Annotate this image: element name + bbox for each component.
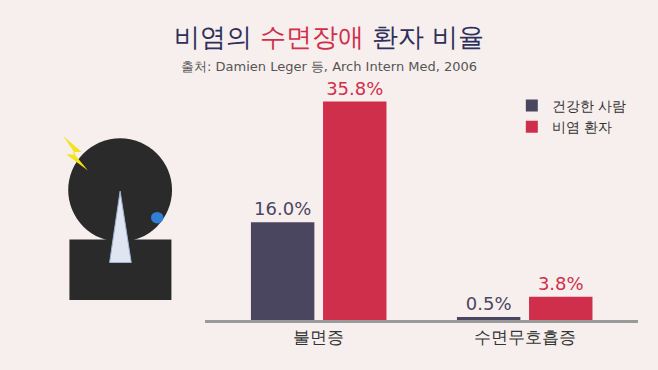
svg-text:3.8%: 3.8%	[538, 273, 584, 294]
svg-text:건강한 사람: 건강한 사람	[552, 98, 626, 114]
svg-text:비염 환자: 비염 환자	[552, 119, 612, 135]
svg-text:비염의 수면장애 환자 비율: 비염의 수면장애 환자 비율	[174, 22, 485, 52]
svg-text:불면증: 불면증	[293, 327, 344, 347]
svg-text:수면무호흡증: 수면무호흡증	[474, 327, 576, 347]
svg-text:35.8%: 35.8%	[326, 78, 383, 99]
svg-text:0.5%: 0.5%	[466, 293, 512, 314]
svg-text:출처: Damien Leger 등, Arch Inter: 출처: Damien Leger 등, Arch Intern Med, 200…	[181, 59, 477, 74]
svg-text:16.0%: 16.0%	[254, 198, 311, 219]
